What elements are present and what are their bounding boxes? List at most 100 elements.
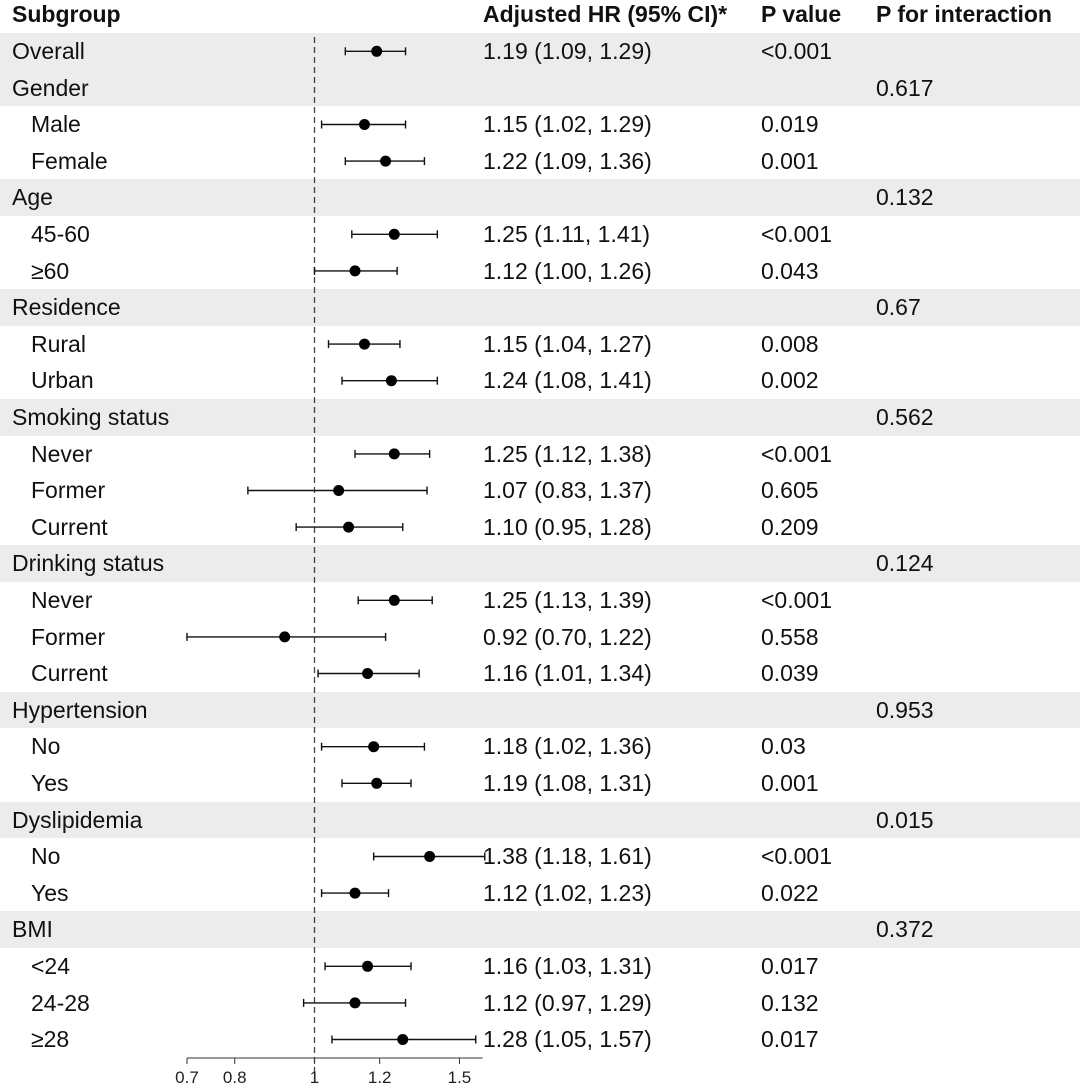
p-value: <0.001 (761, 440, 832, 467)
hr-point (349, 887, 361, 899)
x-tick-label: 1 (310, 1068, 319, 1087)
row-label: Overall (12, 38, 85, 64)
p-interaction: 0.562 (876, 404, 934, 430)
row-label: Age (12, 184, 53, 211)
p-value: <0.001 (761, 38, 832, 64)
row-label: Male (31, 111, 81, 138)
p-value: 0.558 (761, 623, 819, 650)
x-tick-label: 0.7 (175, 1068, 199, 1087)
group-row: Smoking status 0.562 (0, 399, 1080, 436)
p-value: 0.001 (761, 147, 819, 174)
row-label: 24-28 (31, 989, 90, 1016)
subgroup-row: Female 1.22 (1.09, 1.36) 0.001 (0, 143, 1080, 180)
p-value: 0.017 (761, 953, 819, 979)
header-hr: Adjusted HR (95% CI)* (483, 1, 728, 27)
subgroup-row: Urban 1.24 (1.08, 1.41) 0.002 (0, 362, 1080, 399)
hr-ci-text: 1.16 (1.03, 1.31) (483, 953, 652, 979)
subgroup-row: Former 1.07 (0.83, 1.37) 0.605 (0, 472, 1080, 509)
row-label: Yes (31, 770, 69, 796)
p-value: 0.209 (761, 513, 819, 540)
hr-ci-text: 1.24 (1.08, 1.41) (483, 367, 652, 394)
group-row: Dyslipidemia 0.015 (0, 801, 1080, 839)
hr-point (358, 338, 370, 350)
p-value: 0.605 (761, 477, 819, 504)
row-label: Smoking status (12, 404, 170, 430)
p-interaction: 0.67 (876, 294, 921, 321)
group-row: Gender 0.617 (0, 69, 1080, 107)
group-row: Residence 0.67 (0, 289, 1080, 326)
subgroup-row: Former 0.92 (0.70, 1.22) 0.558 (0, 619, 1080, 656)
hr-point (388, 228, 400, 240)
hr-point (349, 997, 361, 1009)
row-label: ≥28 (31, 1026, 70, 1053)
group-row: Hypertension 0.953 (0, 691, 1080, 729)
hr-point (368, 741, 380, 753)
hr-point (397, 1034, 409, 1045)
hr-ci-text: 1.12 (1.00, 1.26) (483, 257, 652, 284)
hr-ci-text: 1.18 (1.02, 1.36) (483, 733, 652, 760)
hr-point (371, 45, 383, 57)
hr-point (380, 155, 392, 167)
p-interaction: 0.953 (876, 696, 934, 723)
hr-point (424, 851, 436, 862)
group-row: Overall 1.19 (1.09, 1.29) <0.001 (0, 33, 1080, 70)
p-interaction: 0.124 (876, 550, 934, 577)
subgroup-row: ≥60 1.12 (1.00, 1.26) 0.043 (0, 253, 1080, 290)
p-interaction: 0.372 (876, 916, 934, 943)
hr-ci-text: 1.25 (1.11, 1.41) (483, 221, 651, 247)
hr-ci-text: 1.10 (0.95, 1.28) (483, 513, 652, 540)
x-tick-label: 1.2 (368, 1068, 392, 1087)
subgroup-row: ≥28 1.28 (1.05, 1.57) 0.017 (0, 1021, 1080, 1058)
row-label: BMI (12, 916, 53, 943)
hr-ci-text: 1.15 (1.02, 1.29) (483, 111, 652, 138)
p-interaction: 0.132 (876, 184, 934, 211)
row-label: Rural (31, 330, 86, 357)
x-tick-label: 0.8 (223, 1068, 247, 1087)
group-row: Drinking status 0.124 (0, 545, 1080, 582)
subgroup-row: Yes 1.12 (1.02, 1.23) 0.022 (0, 875, 1080, 912)
subgroup-row: Never 1.25 (1.13, 1.39) <0.001 (0, 582, 1080, 619)
row-label: Current (31, 660, 108, 687)
hr-point (333, 485, 345, 496)
hr-ci-text: 1.19 (1.08, 1.31) (483, 770, 652, 796)
subgroup-row: Yes 1.19 (1.08, 1.31) 0.001 (0, 765, 1080, 802)
hr-point (388, 594, 400, 606)
row-label: Former (31, 477, 106, 504)
subgroup-row: 45-60 1.25 (1.11, 1.41) <0.001 (0, 216, 1080, 253)
subgroup-row: 24-28 1.12 (0.97, 1.29) 0.132 (0, 985, 1080, 1022)
hr-point (385, 375, 397, 387)
row-label: Former (31, 623, 106, 650)
row-label: Current (31, 513, 108, 540)
hr-point (371, 777, 383, 789)
hr-point (343, 521, 355, 533)
p-value: 0.002 (761, 367, 819, 394)
hr-ci-text: 1.28 (1.05, 1.57) (483, 1026, 652, 1053)
subgroup-row: No 1.38 (1.18, 1.61) <0.001 (0, 838, 1080, 875)
row-label: Urban (31, 367, 94, 394)
hr-point (279, 631, 291, 643)
row-label: Never (31, 440, 93, 467)
subgroup-row: Current 1.16 (1.01, 1.34) 0.039 (0, 655, 1080, 692)
row-label: Drinking status (12, 550, 165, 577)
hr-ci-text: 1.07 (0.83, 1.37) (483, 477, 652, 504)
p-value: 0.132 (761, 989, 819, 1016)
p-interaction: 0.015 (876, 806, 934, 833)
subgroup-row: Rural 1.15 (1.04, 1.27) 0.008 (0, 326, 1080, 363)
hr-point (358, 119, 370, 130)
row-label: No (31, 843, 61, 870)
row-label: No (31, 733, 61, 760)
p-value: 0.008 (761, 330, 819, 357)
row-label: Female (31, 147, 108, 174)
row-label: Yes (31, 879, 69, 906)
row-label: 45-60 (31, 221, 90, 247)
group-row: Age 0.132 (0, 179, 1080, 216)
header-p-value: P value (761, 1, 842, 27)
hr-ci-text: 1.12 (0.97, 1.29) (483, 989, 652, 1016)
hr-point (388, 448, 400, 460)
hr-point (362, 668, 374, 679)
p-value: 0.019 (761, 111, 819, 138)
header-subgroup: Subgroup (12, 1, 121, 27)
hr-point (349, 265, 361, 277)
p-value: <0.001 (761, 221, 832, 247)
